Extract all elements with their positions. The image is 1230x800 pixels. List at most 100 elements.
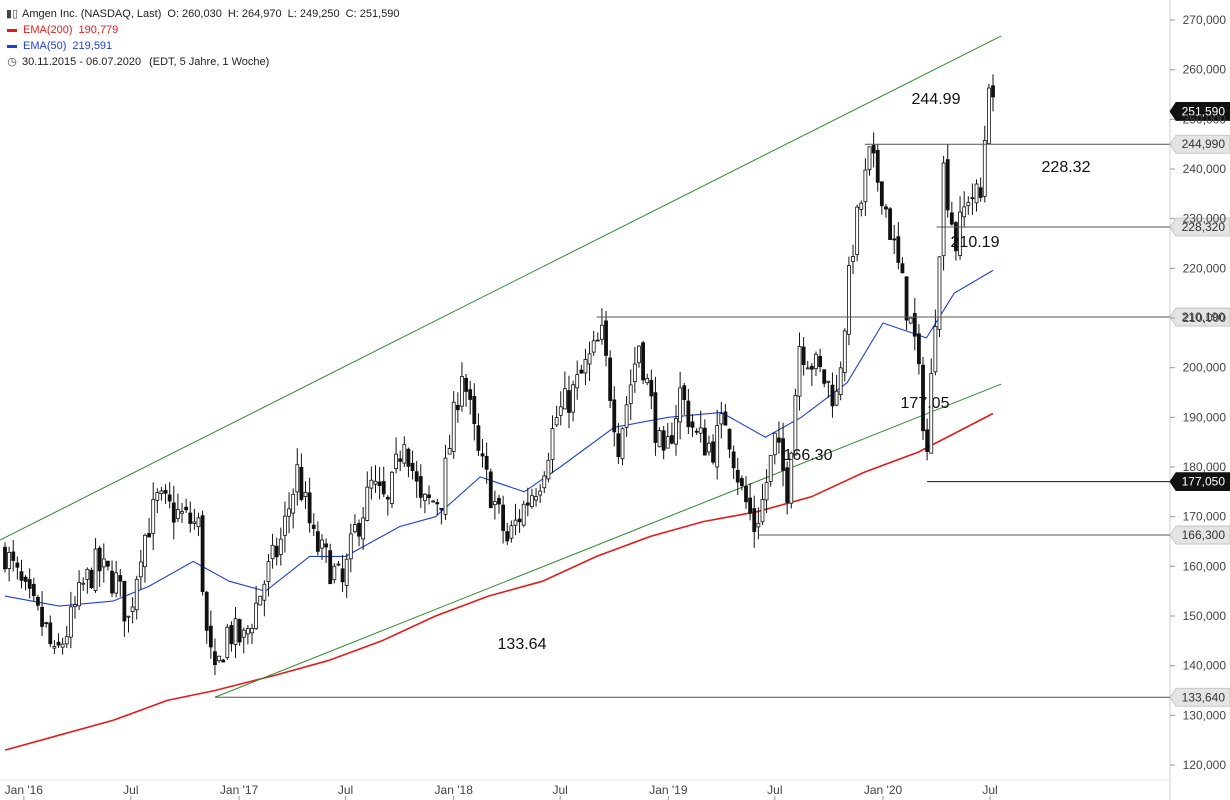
candle (472, 383, 477, 441)
candle (11, 540, 16, 572)
candle-body (15, 562, 20, 568)
candle-body (900, 263, 905, 274)
candle (435, 499, 440, 515)
candle-body (949, 212, 954, 225)
candle-body (760, 499, 765, 523)
level-label: 228.32 (1042, 159, 1091, 176)
candle (822, 369, 827, 388)
channel-line-lower (214, 383, 1002, 698)
candle (579, 364, 584, 374)
y-axis: 120,000 130,000 140,000 150,000 160,000 170,0… (1170, 13, 1226, 772)
candle-body (324, 543, 329, 548)
candle-body (727, 428, 732, 450)
candle-body (785, 467, 790, 503)
candle-body (558, 406, 563, 416)
candle-body (731, 451, 736, 469)
candle-body (192, 521, 197, 524)
level-price-badge (1169, 217, 1230, 237)
candle (188, 501, 193, 533)
candle-body (221, 659, 226, 663)
candle (3, 542, 7, 573)
candle-body (241, 629, 246, 638)
candle (106, 560, 110, 571)
candlestick-icon: ▮▯ (6, 8, 19, 20)
candle-body (7, 551, 12, 569)
ema50-label: EMA(50) (23, 40, 67, 52)
candle-body (818, 356, 822, 368)
candle (575, 360, 580, 400)
candle (554, 405, 559, 427)
candle (332, 563, 337, 584)
candle (369, 466, 374, 500)
candle-body (19, 571, 24, 581)
candle (744, 476, 748, 509)
candle-body (307, 492, 312, 524)
candle-body (11, 551, 16, 561)
candle-body (443, 457, 448, 515)
candle-body (777, 437, 781, 443)
candle-body (604, 320, 608, 356)
ema50-value: 219,591 (72, 40, 113, 52)
candle (406, 447, 411, 478)
candle (867, 146, 872, 176)
candle-body (270, 544, 275, 560)
candle (632, 346, 637, 393)
candle-body (229, 625, 234, 645)
candle (361, 507, 366, 550)
candle (398, 450, 403, 472)
candle (171, 485, 176, 540)
candle (665, 422, 670, 449)
candle (7, 546, 12, 582)
candle-body (908, 317, 913, 324)
candle (410, 450, 415, 480)
candle-body (867, 146, 872, 171)
candle (653, 376, 658, 456)
candle (159, 486, 164, 501)
close-value: C: 251,590 (345, 8, 400, 20)
candle-body (497, 498, 501, 505)
candle (682, 382, 687, 416)
y-tick-label: 170,000 (1183, 510, 1227, 524)
candle (517, 509, 522, 533)
candle-body (394, 453, 398, 470)
legend-ema50-row: EMA(50) 219,591 (6, 38, 399, 54)
candle-body (406, 448, 411, 467)
candle-body (538, 490, 543, 496)
candle (851, 244, 855, 275)
candle (875, 144, 880, 192)
candle (443, 444, 448, 520)
candle (303, 481, 308, 509)
ema200-line (4, 412, 994, 751)
candle (431, 499, 436, 503)
candle-body (974, 183, 979, 204)
y-tick-label: 240,000 (1183, 162, 1227, 176)
candle (781, 422, 785, 487)
candle (241, 627, 246, 654)
candle-body (567, 390, 571, 413)
candle (97, 545, 102, 587)
candle-body (200, 515, 205, 592)
candle-body (101, 558, 106, 568)
y-tick-label: 270,000 (1183, 13, 1227, 27)
candle (501, 495, 506, 544)
candle-body (744, 486, 748, 503)
candle-body (698, 427, 703, 434)
candle (768, 454, 773, 487)
candle-body (81, 582, 86, 585)
x-tick-label: Jul (552, 783, 567, 797)
x-tick-label: Jul (338, 783, 353, 797)
candle (645, 373, 650, 386)
candle-body (822, 369, 827, 384)
candle-body (89, 569, 94, 589)
candle (612, 386, 617, 447)
candle (834, 374, 839, 407)
candle (365, 471, 370, 522)
candle (587, 341, 592, 382)
candle-body (875, 149, 880, 183)
candle-body (266, 561, 271, 583)
candle-body (262, 583, 267, 601)
candle (608, 350, 613, 409)
level-price-badge (1169, 134, 1230, 154)
level-label: 177.05 (901, 395, 950, 412)
y-tick-label: 130,000 (1183, 708, 1227, 722)
